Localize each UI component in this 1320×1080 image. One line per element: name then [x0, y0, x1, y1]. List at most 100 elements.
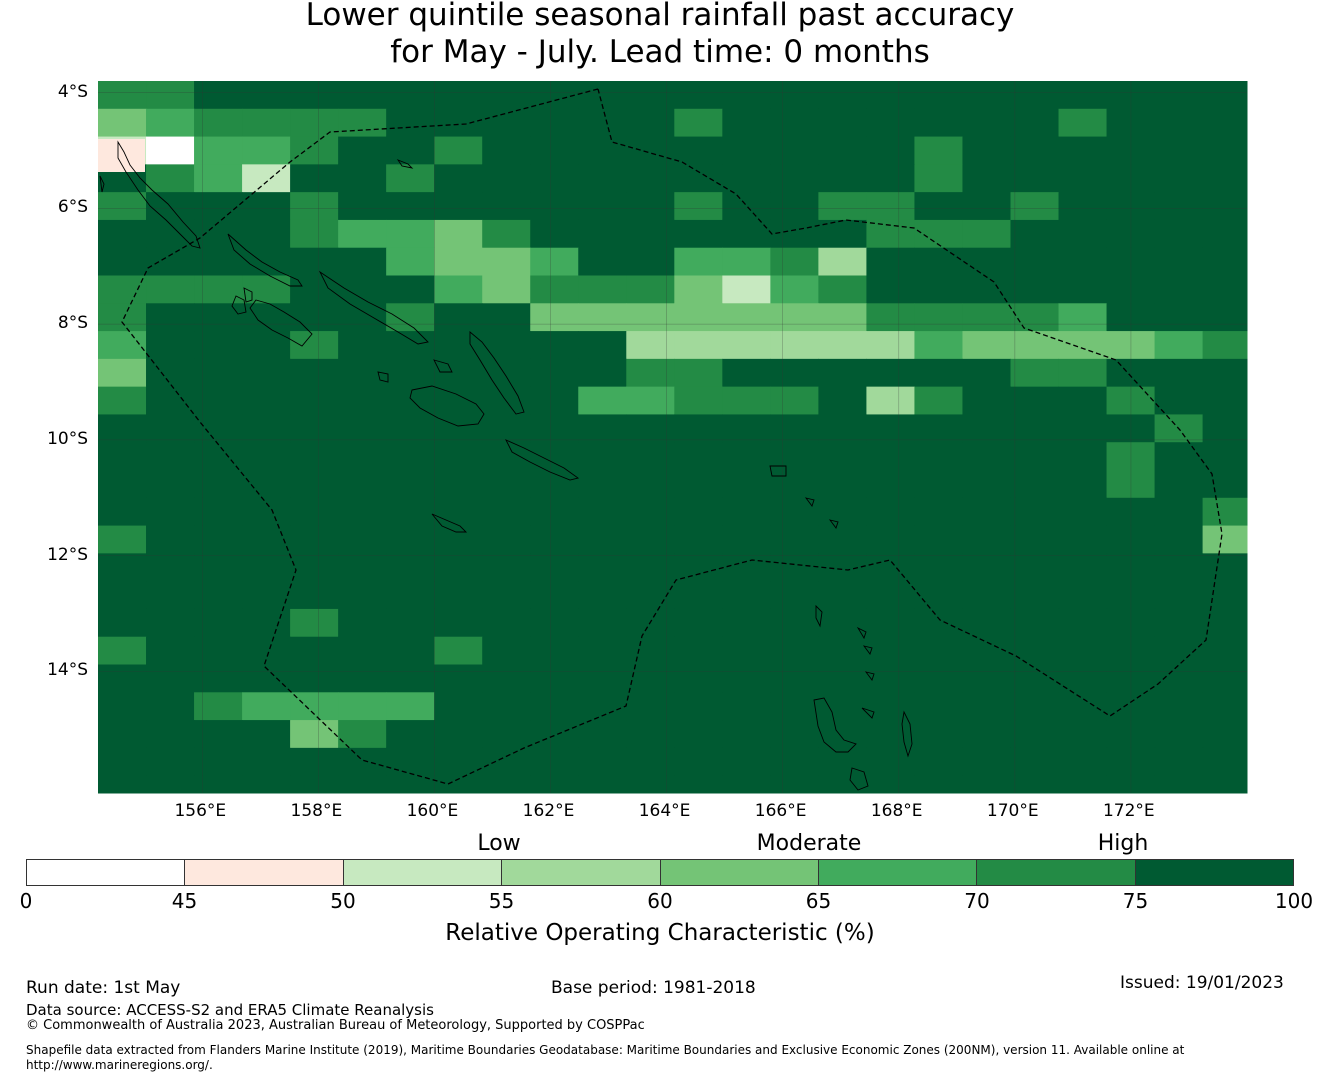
- grid-cell: [578, 581, 627, 610]
- colorbar-tick-label: 70: [964, 889, 990, 913]
- colorbar-segment: [185, 860, 344, 885]
- grid-cell: [722, 470, 771, 499]
- grid-cell: [98, 81, 147, 110]
- colorbar-segment: [977, 860, 1136, 885]
- grid-cell: [914, 192, 963, 221]
- grid-cell: [722, 664, 771, 693]
- grid-cell: [1010, 164, 1060, 193]
- grid-cell: [98, 139, 145, 172]
- grid-cell: [194, 164, 243, 193]
- grid-cell: [482, 525, 531, 554]
- grid-cell: [194, 108, 243, 138]
- grid-cell: [338, 275, 387, 304]
- grid-cell: [914, 108, 963, 138]
- grid-cell: [914, 692, 963, 721]
- grid-cell: [242, 164, 291, 193]
- grid-cell: [530, 692, 579, 721]
- grid-cell: [386, 192, 435, 221]
- grid-cell: [914, 608, 963, 638]
- grid-cell: [530, 386, 579, 415]
- grid-cell: [1010, 219, 1060, 249]
- grid-cell: [242, 720, 291, 749]
- grid-cell: [338, 692, 387, 721]
- island-malaita: [469, 331, 525, 415]
- grid-cell: [962, 192, 1011, 221]
- grid-cell: [386, 497, 435, 527]
- grid-cell: [1154, 81, 1204, 110]
- grid-cell: [194, 775, 243, 794]
- grid-cell: [914, 525, 963, 554]
- grid-cell: [1154, 303, 1204, 332]
- coastlines: [99, 140, 913, 791]
- grid-cell: [770, 608, 819, 638]
- grid-cell: [338, 581, 387, 610]
- grid-cell: [1154, 608, 1204, 638]
- grid-cell: [482, 358, 531, 388]
- grid-cell: [722, 692, 771, 721]
- grid-cell: [674, 636, 723, 666]
- grid-cell: [914, 219, 963, 249]
- grid-cell: [1202, 581, 1248, 610]
- grid-cell: [1058, 636, 1108, 666]
- grid-cell: [242, 219, 291, 249]
- grid-cell: [1154, 747, 1204, 777]
- grid-cell: [818, 553, 867, 582]
- grid-cell: [866, 608, 915, 638]
- grid-cell: [866, 692, 915, 721]
- grid-cell: [482, 108, 531, 138]
- grid-cell: [674, 775, 723, 794]
- grid-cell: [962, 692, 1011, 721]
- grid-cell: [146, 275, 195, 304]
- grid-cell: [1058, 303, 1108, 332]
- grid-cell: [866, 581, 915, 610]
- grid-cell: [290, 247, 339, 277]
- grid-cell: [722, 192, 771, 221]
- grid-cell: [818, 636, 867, 666]
- grid-cell: [194, 219, 243, 249]
- grid-cell: [866, 442, 915, 471]
- grid-cell: [626, 720, 675, 749]
- colorbar-segment: [660, 860, 819, 885]
- grid-cell: [386, 303, 435, 332]
- grid-cell: [818, 664, 867, 693]
- island-new-ireland-edge: [99, 175, 105, 193]
- grid-cell: [434, 497, 483, 527]
- grid-cell: [770, 553, 819, 582]
- grid-cell: [818, 414, 867, 443]
- grid-cell: [338, 553, 387, 582]
- grid-cell: [434, 581, 483, 610]
- colorbar-title: Relative Operating Characteristic (%): [445, 920, 875, 946]
- grid-cell: [626, 497, 675, 527]
- grid-cell: [914, 442, 963, 471]
- grid-cell: [194, 470, 243, 499]
- grid-cell: [962, 553, 1011, 582]
- grid-cell: [770, 720, 819, 749]
- grid-cell: [626, 747, 675, 777]
- grid-cell: [338, 608, 387, 638]
- grid-cell: [1202, 442, 1248, 471]
- grid-cell: [818, 442, 867, 471]
- grid-cell: [770, 692, 819, 721]
- grid-cell: [866, 747, 915, 777]
- grid-cell: [818, 303, 867, 332]
- grid-cell: [146, 692, 195, 721]
- grid-cell: [434, 219, 483, 249]
- grid-cell: [530, 636, 579, 666]
- grid-cell: [578, 219, 627, 249]
- grid-cell: [674, 136, 723, 165]
- grid-cell: [722, 414, 771, 443]
- grid-cell: [1202, 692, 1248, 721]
- map-plot: [98, 81, 1248, 794]
- grid-cell: [1010, 553, 1060, 582]
- grid-cell: [578, 192, 627, 221]
- grid-cell: [146, 358, 195, 388]
- island-vella: [243, 287, 253, 303]
- island-espiritu-santo: [813, 697, 857, 753]
- grid-cell: [1058, 414, 1108, 443]
- grid-cell: [290, 581, 339, 610]
- grid-cell: [1202, 136, 1248, 165]
- grid-cell: [722, 525, 771, 554]
- grid-cell: [578, 303, 627, 332]
- grid-cell: [386, 692, 435, 721]
- grid-cell: [1058, 692, 1108, 721]
